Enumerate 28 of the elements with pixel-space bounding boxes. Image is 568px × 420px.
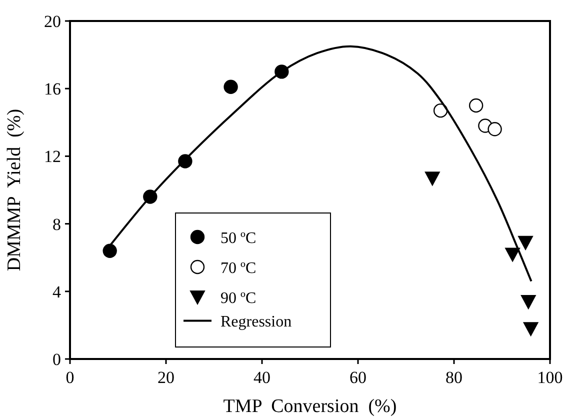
x-tick-label: 60 [350,368,366,387]
y-tick-label: 12 [44,147,61,166]
legend-label: 90 ºC [220,290,256,307]
point [520,295,536,310]
y-axis-title: DMMMP Yield (%) [4,108,25,272]
y-tick-label: 20 [44,12,61,31]
legend-label: 50 ºC [220,230,256,247]
x-tick-label: 40 [254,368,270,387]
point [523,322,538,336]
x-axis-title: TMP Conversion (%) [223,396,397,417]
y-tick-label: 8 [52,214,61,234]
point [224,80,238,94]
point [505,248,520,262]
y-tick-label: 0 [52,350,61,369]
x-tick-label: 20 [158,368,174,387]
legend-label: 70 ºC [220,260,256,277]
x-tick-label: 0 [66,368,74,387]
point [518,236,534,250]
legend-label: Regression [220,314,292,331]
x-tick-label: 80 [446,368,462,387]
point [468,98,484,113]
x-tick-label: 100 [537,368,563,387]
y-tick-label: 16 [44,80,61,99]
point [433,103,448,118]
y-tick-label: 4 [52,282,62,302]
point [488,122,502,136]
point [102,244,117,258]
point [424,172,440,186]
